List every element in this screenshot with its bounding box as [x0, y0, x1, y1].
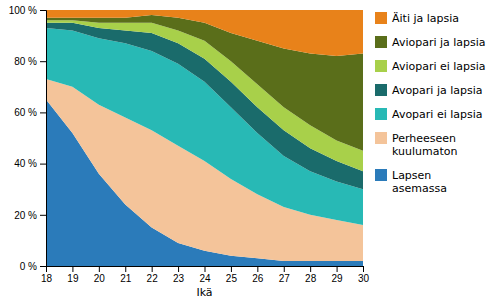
x-tick: 21 [120, 266, 132, 284]
x-tick-mark [205, 266, 206, 272]
y-tick-label: 100 % [9, 5, 37, 16]
x-tick-mark [178, 266, 179, 272]
areas [46, 10, 363, 266]
y-tick-mark [40, 164, 46, 165]
x-tick-label: 26 [252, 273, 264, 284]
x-tick: 30 [358, 266, 370, 284]
x-tick: 26 [252, 266, 264, 284]
x-tick-label: 20 [94, 273, 106, 284]
legend-label: Avopari ei lapsia [392, 108, 483, 121]
x-tick-mark [337, 266, 338, 272]
x-tick-label: 27 [279, 273, 291, 284]
legend-label: Aviopari ja lapsia [392, 36, 486, 49]
y-tick-label: 60 % [14, 107, 37, 118]
y-tick: 100 % [9, 5, 46, 16]
x-tick-label: 22 [147, 273, 159, 284]
x-tick: 25 [226, 266, 238, 284]
legend-label: Äiti ja lapsia [392, 12, 459, 25]
legend-item: Avopari ei lapsia [375, 108, 483, 121]
x-tick-mark [125, 266, 126, 272]
x-tick-label: 28 [305, 273, 317, 284]
legend-label: Lapsenasemassa [392, 169, 447, 195]
x-tick-mark [363, 266, 364, 272]
y-tick-mark [40, 266, 46, 267]
y-tick-label: 20 % [14, 210, 37, 221]
x-axis-line [47, 267, 364, 273]
y-tick-label: 40 % [14, 158, 37, 169]
x-tick-mark [99, 266, 100, 272]
x-axis: 18 19 20 21 22 23 24 25 26 27 28 29 30 [41, 266, 370, 284]
x-tick: 19 [67, 266, 79, 284]
y-tick-label: 0 % [20, 261, 37, 272]
y-tick-mark [40, 215, 46, 216]
x-tick: 27 [279, 266, 291, 284]
legend-item: Lapsenasemassa [375, 169, 447, 195]
x-tick: 22 [147, 266, 159, 284]
legend-label: Avopari ja lapsia [392, 84, 483, 97]
x-tick-label: 30 [358, 273, 370, 284]
y-tick: 60 % [14, 107, 46, 118]
y-tick: 80 % [14, 56, 46, 67]
legend-swatch [375, 84, 387, 96]
x-tick-mark [231, 266, 232, 272]
x-tick: 29 [332, 266, 344, 284]
y-tick-label: 80 % [14, 56, 37, 67]
x-tick: 23 [173, 266, 185, 284]
x-tick-label: 24 [199, 273, 211, 284]
legend-swatch [375, 108, 387, 120]
x-tick-mark [152, 266, 153, 272]
y-tick-mark [40, 112, 46, 113]
y-tick-mark [40, 61, 46, 62]
legend-item: Perheeseenkuulumaton [375, 132, 458, 158]
legend-swatch [375, 132, 387, 144]
legend: Äiti ja lapsia Aviopari ja lapsia Aviopari… [375, 12, 486, 195]
x-tick: 20 [94, 266, 106, 284]
y-tick: 20 % [14, 210, 46, 221]
legend-swatch [375, 169, 387, 181]
x-tick-label: 25 [226, 273, 238, 284]
x-axis-title: Ikä [196, 286, 212, 299]
x-tick-mark [257, 266, 258, 272]
legend-item: Aviopari ja lapsia [375, 36, 486, 49]
x-tick: 18 [41, 266, 53, 284]
y-tick: 40 % [14, 158, 46, 169]
legend-swatch [375, 60, 387, 72]
legend-label: Perheeseenkuulumaton [392, 132, 458, 158]
x-tick: 24 [199, 266, 211, 284]
x-tick-label: 29 [332, 273, 344, 284]
x-tick-mark [72, 266, 73, 272]
x-tick-label: 23 [173, 273, 185, 284]
x-tick-label: 19 [67, 273, 79, 284]
legend-item: Aviopari ei lapsia [375, 60, 486, 73]
area [46, 10, 363, 56]
plot: 18 19 20 21 22 23 24 25 26 27 28 29 30 0 % 20 % 40 % 60 … [9, 5, 370, 299]
legend-item: Avopari ja lapsia [375, 84, 483, 97]
x-tick-mark [310, 266, 311, 272]
legend-swatch [375, 36, 387, 48]
y-tick-mark [40, 10, 46, 11]
legend-label: Aviopari ei lapsia [392, 60, 486, 73]
x-tick-label: 18 [41, 273, 53, 284]
legend-swatch [375, 12, 387, 24]
x-tick-label: 21 [120, 273, 132, 284]
y-axis-line [40, 11, 47, 267]
chart: 18 19 20 21 22 23 24 25 26 27 28 29 30 0 % 20 % 40 % 60 … [0, 0, 491, 302]
y-tick: 0 % [20, 261, 46, 272]
x-tick: 28 [305, 266, 317, 284]
legend-item: Äiti ja lapsia [375, 12, 459, 25]
x-tick-mark [284, 266, 285, 272]
y-axis: 0 % 20 % 40 % 60 % 80 % 100 % [9, 5, 47, 272]
